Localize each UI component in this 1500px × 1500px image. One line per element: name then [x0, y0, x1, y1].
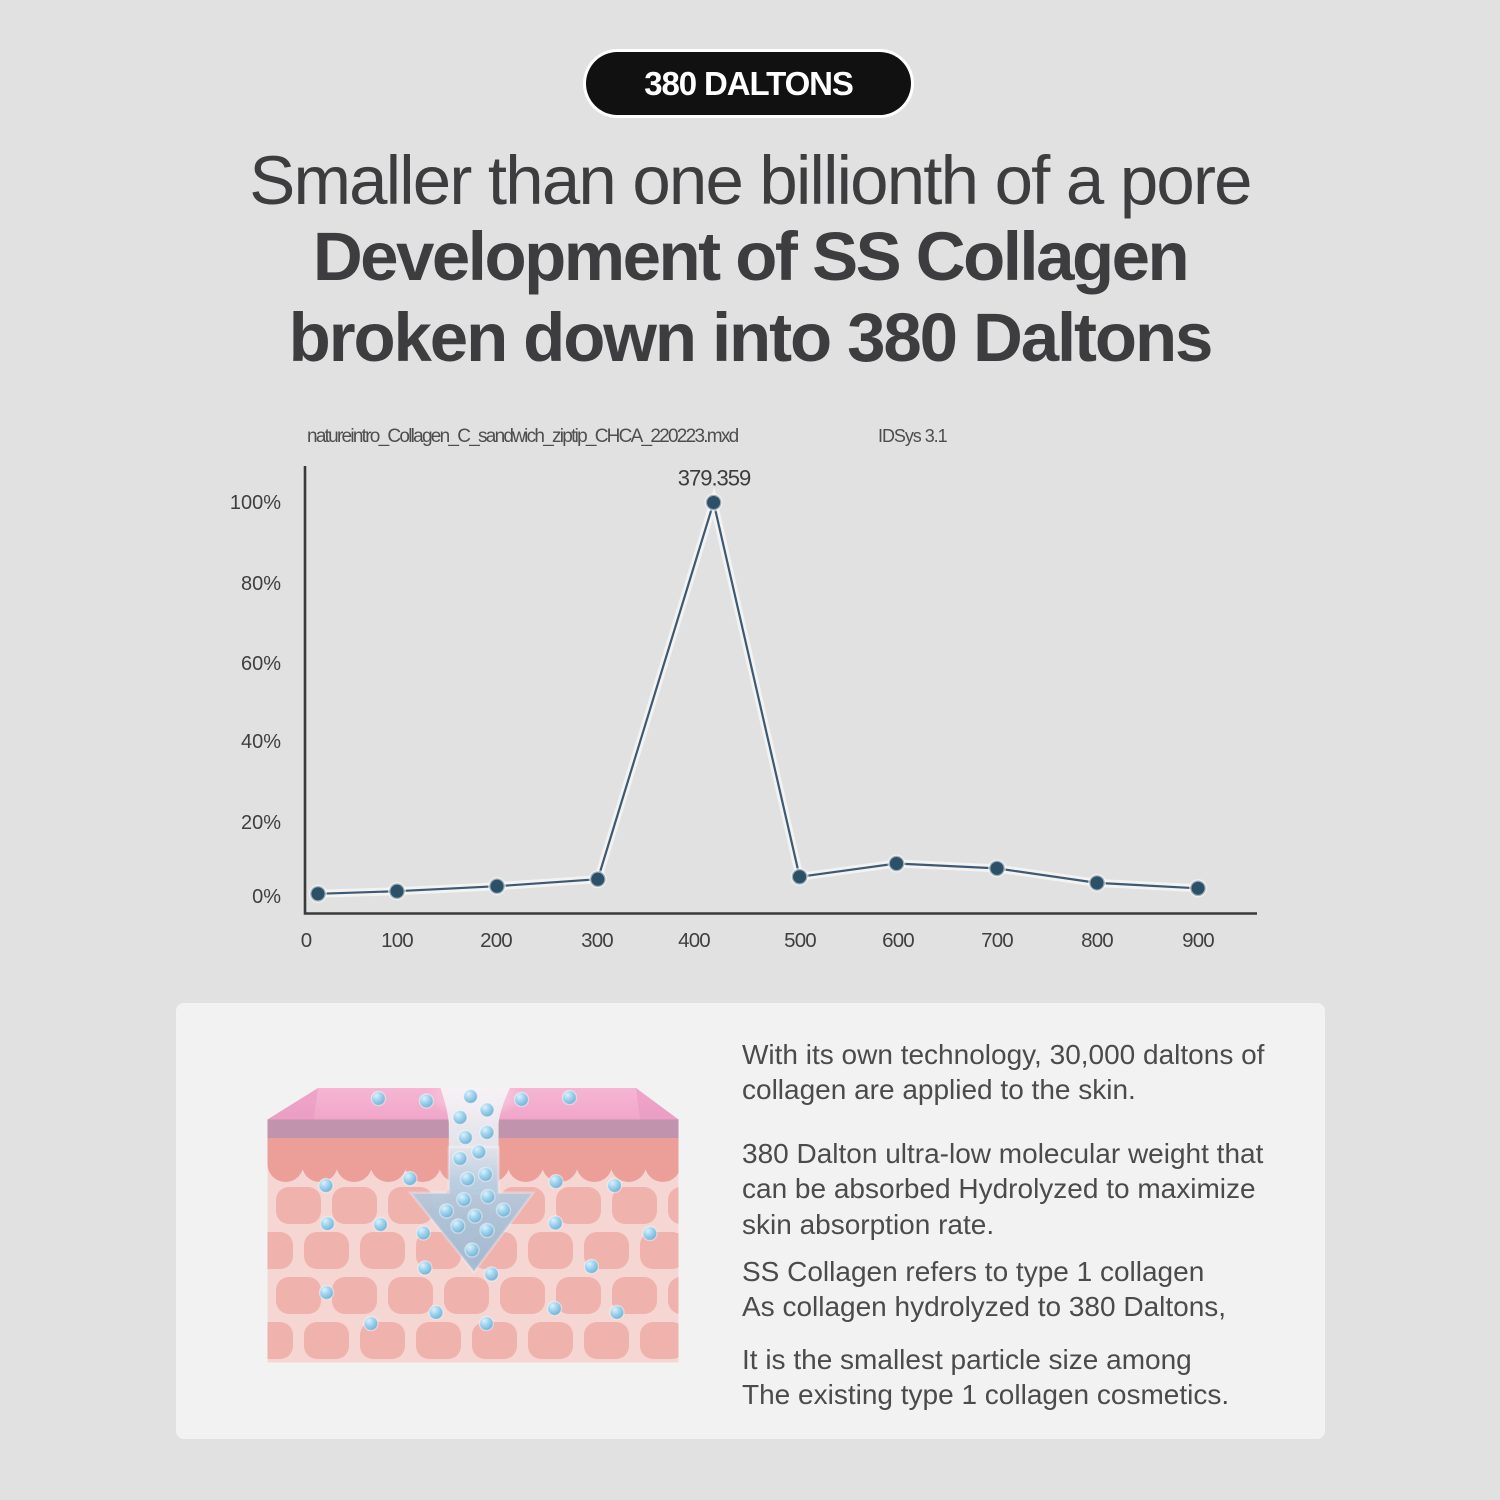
svg-text:60%: 60% [241, 653, 281, 675]
svg-text:600: 600 [882, 929, 914, 952]
svg-text:natureintro_Collagen_C_sandwic: natureintro_Collagen_C_sandwich_ziptip_C… [307, 426, 739, 447]
svg-text:100%: 100% [230, 492, 281, 514]
svg-text:IDSys 3.1: IDSys 3.1 [878, 426, 948, 446]
svg-text:300: 300 [581, 929, 613, 952]
svg-text:379.359: 379.359 [678, 466, 751, 491]
svg-text:0%: 0% [252, 886, 281, 908]
svg-text:700: 700 [981, 929, 1013, 952]
svg-text:100: 100 [381, 929, 413, 952]
svg-text:20%: 20% [241, 812, 281, 834]
svg-text:900: 900 [1182, 929, 1214, 952]
svg-text:500: 500 [784, 929, 816, 952]
svg-text:800: 800 [1081, 929, 1113, 952]
svg-text:0: 0 [301, 929, 312, 952]
svg-text:400: 400 [678, 929, 710, 952]
svg-text:80%: 80% [241, 573, 281, 595]
svg-text:200: 200 [480, 929, 512, 952]
svg-text:40%: 40% [241, 731, 281, 753]
